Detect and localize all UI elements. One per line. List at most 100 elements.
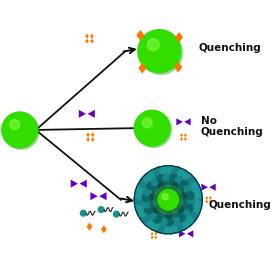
Circle shape	[159, 211, 165, 217]
Polygon shape	[180, 133, 183, 137]
Circle shape	[134, 166, 202, 234]
Text: Quenching: Quenching	[199, 42, 261, 53]
Circle shape	[182, 216, 193, 227]
Polygon shape	[85, 34, 89, 39]
Circle shape	[152, 178, 160, 186]
Polygon shape	[205, 200, 208, 204]
Circle shape	[172, 167, 182, 177]
Circle shape	[180, 181, 189, 189]
Circle shape	[166, 166, 177, 176]
Circle shape	[144, 173, 154, 184]
Circle shape	[166, 212, 172, 219]
Polygon shape	[179, 230, 185, 237]
Polygon shape	[90, 39, 94, 44]
Circle shape	[150, 193, 156, 200]
Text: Quenching: Quenching	[209, 200, 271, 210]
Circle shape	[2, 112, 38, 148]
Circle shape	[166, 223, 177, 234]
Circle shape	[177, 214, 185, 222]
Circle shape	[172, 222, 182, 233]
Circle shape	[178, 206, 184, 212]
Polygon shape	[209, 196, 212, 200]
Circle shape	[158, 183, 164, 189]
Circle shape	[186, 177, 197, 188]
Circle shape	[138, 30, 181, 73]
Circle shape	[148, 169, 159, 180]
Circle shape	[159, 217, 167, 225]
Polygon shape	[86, 222, 92, 231]
Circle shape	[184, 186, 192, 194]
Polygon shape	[91, 137, 95, 142]
Polygon shape	[79, 110, 86, 118]
Circle shape	[150, 200, 156, 207]
Circle shape	[153, 207, 159, 213]
Circle shape	[163, 174, 171, 182]
Polygon shape	[90, 34, 94, 39]
Circle shape	[153, 187, 159, 193]
Circle shape	[191, 200, 202, 211]
Polygon shape	[151, 236, 153, 239]
Circle shape	[3, 113, 39, 149]
Circle shape	[189, 206, 200, 217]
Circle shape	[154, 185, 182, 214]
Circle shape	[137, 168, 200, 231]
Circle shape	[192, 195, 203, 205]
Polygon shape	[101, 225, 107, 233]
Circle shape	[162, 194, 168, 200]
Circle shape	[147, 39, 159, 51]
Polygon shape	[86, 132, 90, 137]
Circle shape	[135, 200, 145, 211]
Polygon shape	[175, 32, 183, 43]
Polygon shape	[209, 200, 212, 204]
Circle shape	[191, 189, 202, 199]
Circle shape	[186, 198, 194, 206]
Circle shape	[157, 175, 165, 183]
Polygon shape	[88, 110, 95, 118]
Polygon shape	[85, 39, 89, 44]
Circle shape	[113, 211, 119, 217]
Circle shape	[134, 195, 145, 205]
Circle shape	[80, 210, 86, 216]
Polygon shape	[201, 184, 208, 191]
Circle shape	[136, 112, 171, 147]
Polygon shape	[184, 118, 191, 125]
Polygon shape	[91, 192, 98, 200]
Polygon shape	[180, 137, 183, 141]
Polygon shape	[155, 236, 157, 239]
Circle shape	[153, 215, 161, 223]
Polygon shape	[71, 180, 78, 188]
Polygon shape	[155, 232, 157, 236]
Polygon shape	[99, 192, 107, 200]
Circle shape	[140, 177, 150, 188]
Polygon shape	[176, 118, 183, 125]
Circle shape	[165, 181, 171, 187]
Polygon shape	[136, 30, 144, 41]
Polygon shape	[151, 232, 153, 236]
Circle shape	[98, 207, 104, 212]
Circle shape	[10, 120, 20, 130]
Circle shape	[177, 220, 188, 230]
Circle shape	[145, 206, 153, 214]
Circle shape	[182, 210, 190, 218]
Circle shape	[158, 190, 179, 210]
Circle shape	[154, 167, 164, 177]
Text: No
Quenching: No Quenching	[200, 116, 263, 137]
Polygon shape	[174, 62, 182, 73]
Circle shape	[160, 166, 171, 176]
Circle shape	[142, 193, 150, 202]
Circle shape	[186, 192, 194, 200]
Circle shape	[177, 187, 183, 193]
Circle shape	[135, 189, 145, 199]
Circle shape	[137, 206, 147, 217]
Circle shape	[189, 183, 200, 193]
Circle shape	[142, 200, 151, 208]
Circle shape	[165, 218, 173, 226]
Circle shape	[142, 118, 152, 128]
Circle shape	[171, 217, 179, 225]
Circle shape	[177, 169, 188, 180]
Circle shape	[181, 193, 187, 199]
Polygon shape	[184, 133, 187, 137]
Circle shape	[134, 110, 170, 146]
Circle shape	[172, 211, 179, 217]
Circle shape	[182, 173, 193, 184]
